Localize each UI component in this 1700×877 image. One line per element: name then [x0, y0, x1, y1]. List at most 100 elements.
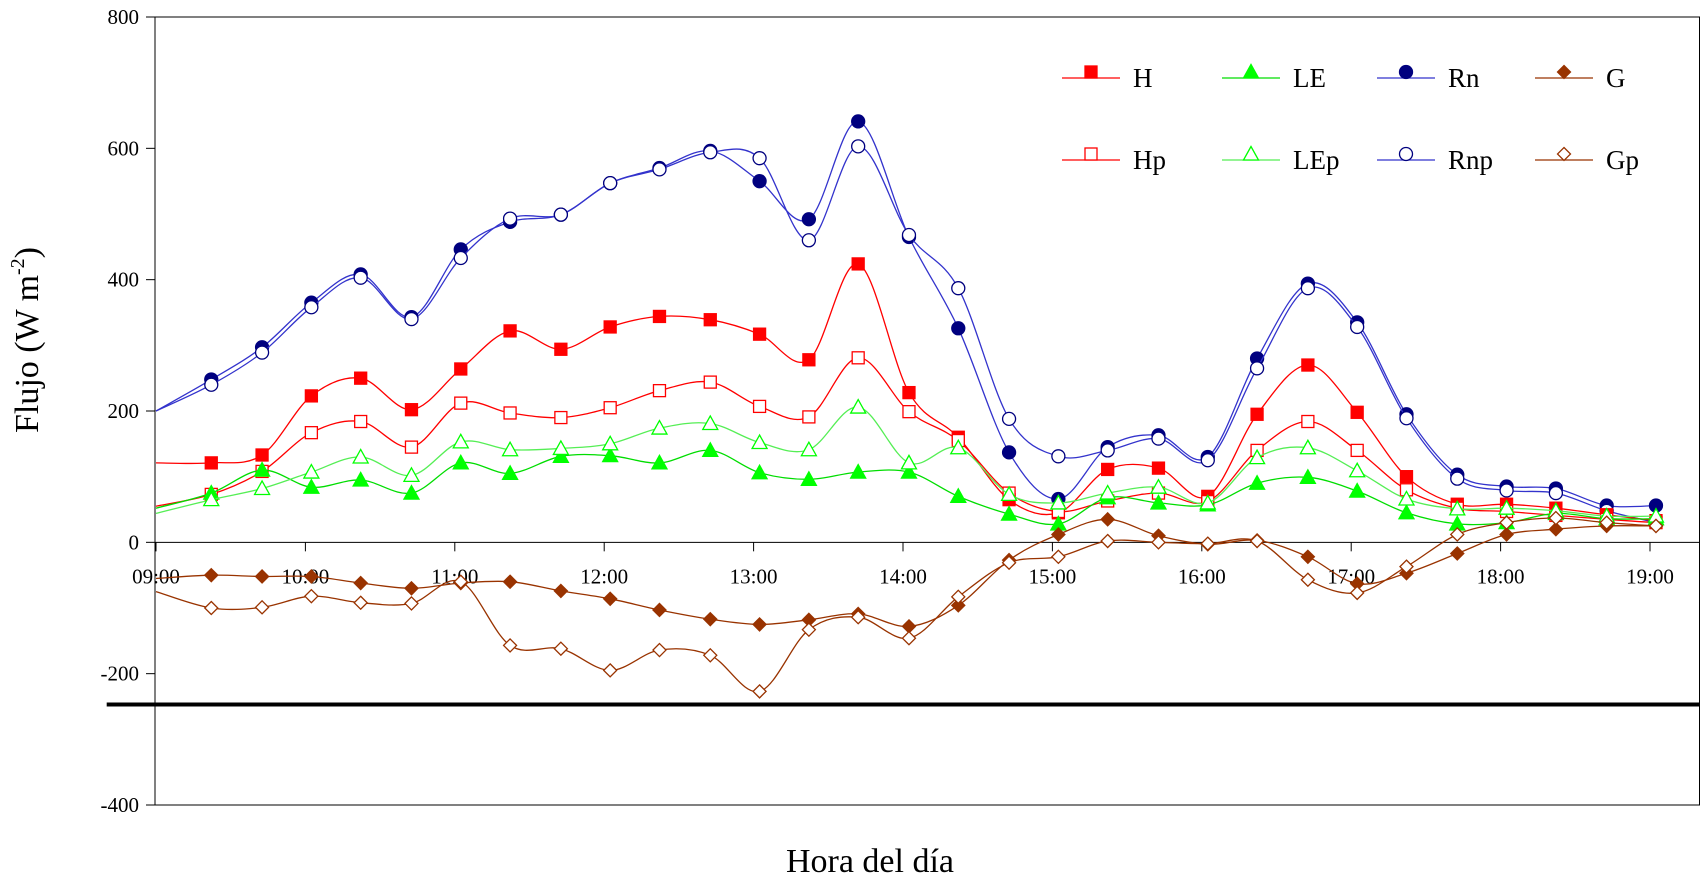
data-point-gp — [404, 595, 419, 611]
data-point-le — [1397, 503, 1416, 520]
data-point-le — [302, 478, 320, 494]
legend-marker — [1556, 146, 1572, 162]
data-point-lep — [202, 490, 220, 507]
data-point-rn — [1001, 445, 1017, 460]
data-point-hp — [603, 401, 617, 415]
legend-label: G — [1606, 63, 1626, 93]
data-point-rnp — [204, 377, 219, 392]
data-point-rnp — [1548, 485, 1564, 501]
data-point-gp — [353, 595, 369, 611]
data-point-h — [1250, 407, 1264, 421]
data-point-rn — [851, 114, 866, 129]
y-axis-title: Flujo (W m-2) — [7, 247, 46, 433]
data-point-lep — [601, 434, 619, 451]
data-point-h — [1151, 461, 1166, 475]
data-point-gp — [1349, 585, 1365, 601]
x-axis-title: Hora del día — [786, 843, 954, 877]
data-point-h — [255, 448, 269, 462]
data-point-lep — [1199, 494, 1217, 510]
data-point-lep — [1348, 461, 1366, 478]
data-point-le — [1299, 468, 1317, 484]
data-point-gp — [254, 599, 270, 615]
data-point-hp — [851, 351, 865, 365]
legend-label: Rnp — [1448, 145, 1493, 175]
legend-item-gp: Gp — [1535, 145, 1639, 175]
data-point-lep — [302, 463, 320, 479]
data-point-le — [601, 446, 619, 463]
data-point-gp — [652, 642, 667, 658]
data-point-rnp — [851, 139, 866, 154]
data-point-hp — [554, 410, 568, 425]
data-point-lep — [1049, 494, 1067, 510]
data-point-lep — [701, 414, 719, 431]
series-line-hp — [155, 357, 1657, 524]
x-tick-label: 12:00 — [580, 564, 628, 588]
y-tick-label: -400 — [101, 793, 140, 817]
data-point-g — [553, 583, 569, 599]
data-point-lep — [650, 419, 669, 435]
y-axis-title-sup: -2 — [7, 258, 29, 275]
data-point-rnp — [1100, 443, 1115, 458]
data-point-lep — [1000, 485, 1018, 502]
data-point-gp — [203, 600, 219, 616]
legend-label: LEp — [1293, 145, 1340, 175]
data-point-le — [800, 470, 818, 486]
data-point-lep — [1497, 499, 1516, 515]
series-line-rn — [155, 120, 1657, 508]
data-point-g — [1499, 527, 1514, 542]
data-point-g — [303, 569, 319, 584]
data-point-h — [204, 456, 218, 470]
data-point-rnp — [254, 345, 270, 360]
data-point-g — [254, 569, 270, 584]
data-point-hp — [404, 440, 419, 454]
data-point-lep — [849, 398, 867, 414]
data-point-rnp — [1249, 361, 1265, 376]
data-point-lep — [1149, 478, 1168, 494]
data-point-lep — [452, 433, 470, 449]
legend-item-rnp: Rnp — [1377, 145, 1493, 175]
data-point-h — [304, 389, 319, 403]
data-point-gp — [1001, 555, 1017, 571]
x-tick-label: 16:00 — [1178, 564, 1226, 588]
data-point-gp — [1599, 515, 1615, 531]
data-point-rnp — [1499, 483, 1514, 498]
x-tick-label: 18:00 — [1477, 564, 1525, 588]
data-point-gp — [303, 588, 319, 604]
y-tick-label: 600 — [108, 136, 140, 160]
data-point-rnp — [304, 300, 319, 315]
data-point-gp — [850, 609, 866, 625]
data-point-rnp — [553, 207, 569, 222]
x-tick-label: 13:00 — [730, 564, 778, 588]
data-point-le — [900, 463, 918, 479]
data-point-le — [552, 447, 570, 463]
data-point-lep — [1248, 448, 1266, 465]
data-point-gp — [1151, 534, 1166, 550]
data-point-gp — [1449, 527, 1465, 542]
legend-item-h: H — [1062, 63, 1153, 93]
data-point-h — [802, 353, 816, 367]
data-point-lep — [501, 440, 519, 457]
data-point-rn — [752, 174, 767, 189]
y-tick-label: -200 — [101, 662, 140, 686]
data-point-le — [701, 441, 719, 458]
y-tick-label: 400 — [108, 268, 140, 292]
x-tick-label: 14:00 — [879, 564, 927, 588]
data-point-g — [950, 597, 966, 613]
data-point-hp — [752, 399, 767, 414]
data-point-g — [752, 616, 767, 632]
data-point-rnp — [901, 227, 917, 243]
data-point-g — [203, 567, 219, 583]
data-point-gp — [752, 683, 767, 699]
data-point-le — [1149, 494, 1168, 510]
data-point-rnp — [1151, 431, 1166, 446]
data-point-lep — [352, 448, 370, 464]
data-point-le — [849, 463, 867, 479]
series-rnp — [155, 139, 1664, 530]
data-point-lep — [253, 479, 271, 496]
data-point-rnp — [801, 233, 817, 248]
series-hp — [155, 351, 1663, 530]
data-point-gp — [950, 589, 966, 605]
data-point-hp — [354, 414, 368, 429]
x-tick-label: 15:00 — [1028, 564, 1076, 588]
